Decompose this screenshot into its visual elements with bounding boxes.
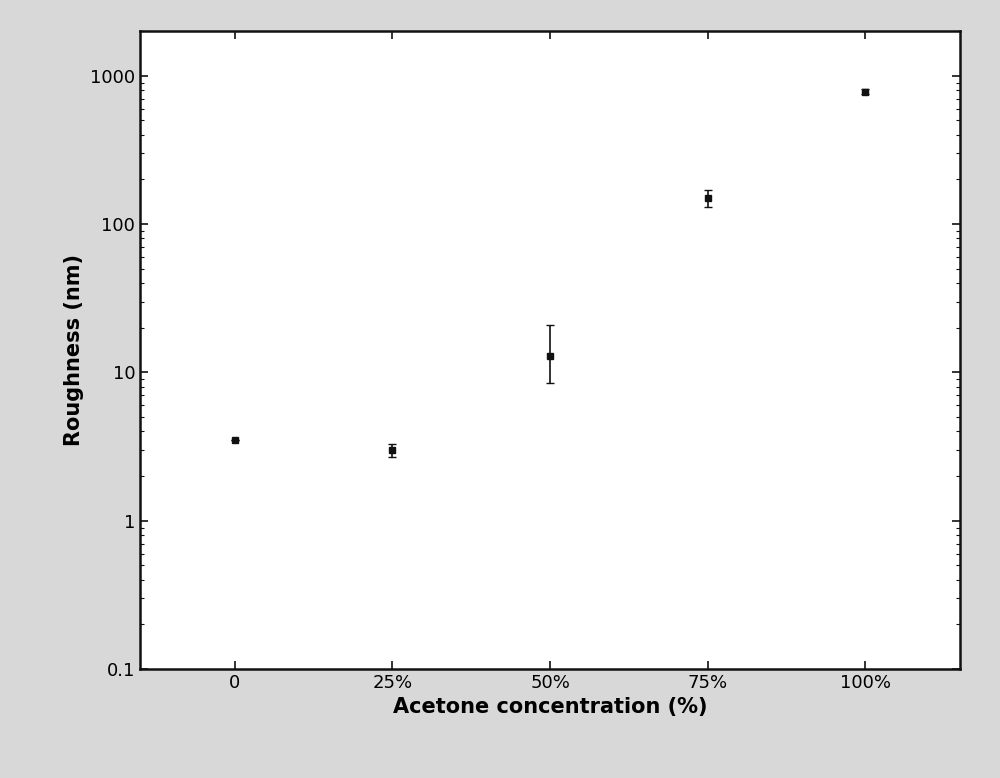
Y-axis label: Roughness (nm): Roughness (nm): [64, 254, 84, 446]
X-axis label: Acetone concentration (%): Acetone concentration (%): [393, 698, 707, 717]
